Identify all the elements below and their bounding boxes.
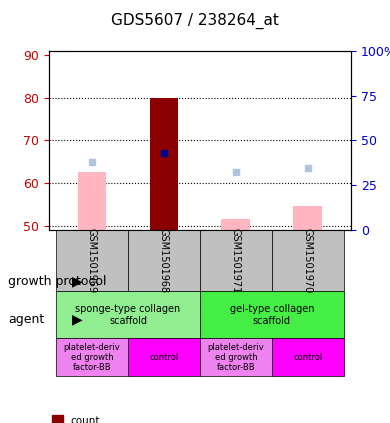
Text: control: control (293, 353, 323, 362)
FancyBboxPatch shape (272, 338, 344, 376)
Text: count: count (70, 416, 100, 423)
FancyBboxPatch shape (56, 230, 128, 291)
Text: growth protocol: growth protocol (8, 275, 106, 288)
Text: platelet-deriv
ed growth
factor-BB: platelet-deriv ed growth factor-BB (207, 343, 264, 372)
FancyBboxPatch shape (272, 230, 344, 291)
FancyBboxPatch shape (128, 338, 200, 376)
FancyBboxPatch shape (200, 291, 344, 338)
FancyBboxPatch shape (128, 230, 200, 291)
Text: GSM1501970: GSM1501970 (303, 228, 313, 293)
Text: gel-type collagen
scaffold: gel-type collagen scaffold (230, 304, 314, 326)
Text: GDS5607 / 238264_at: GDS5607 / 238264_at (111, 13, 279, 29)
Text: GSM1501968: GSM1501968 (159, 228, 169, 293)
Text: ▶: ▶ (72, 274, 83, 288)
FancyBboxPatch shape (200, 338, 272, 376)
Bar (293, 206, 322, 230)
Bar (149, 98, 178, 230)
FancyBboxPatch shape (56, 291, 200, 338)
Text: agent: agent (8, 313, 44, 326)
Text: GSM1501971: GSM1501971 (231, 228, 241, 293)
Text: ▶: ▶ (72, 312, 83, 327)
FancyBboxPatch shape (56, 338, 128, 376)
Text: sponge-type collagen
scaffold: sponge-type collagen scaffold (75, 304, 181, 326)
Bar (52, 415, 63, 423)
Text: control: control (149, 353, 179, 362)
Text: platelet-deriv
ed growth
factor-BB: platelet-deriv ed growth factor-BB (64, 343, 120, 372)
FancyBboxPatch shape (200, 230, 272, 291)
Bar (222, 219, 250, 230)
Text: GSM1501969: GSM1501969 (87, 228, 97, 293)
Bar (78, 172, 106, 230)
